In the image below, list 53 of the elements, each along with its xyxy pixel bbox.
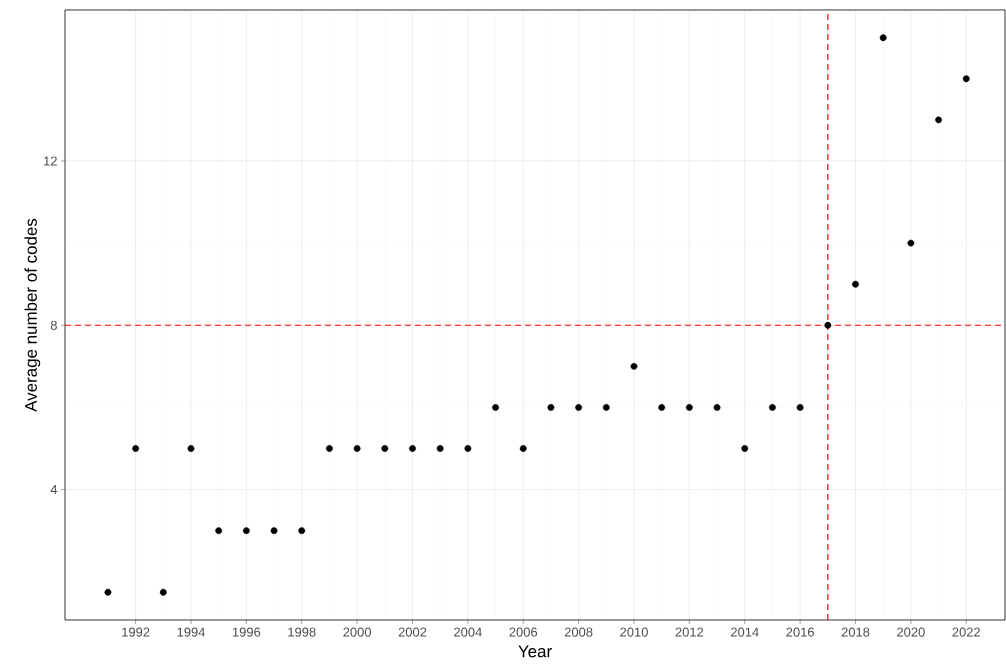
point [104, 588, 112, 596]
x-tick-label: 1998 [288, 627, 316, 637]
point [519, 445, 527, 452]
point [907, 239, 915, 247]
x-tick-label: 1996 [232, 627, 261, 637]
x-tick-label: 2008 [564, 627, 593, 637]
point [215, 527, 223, 535]
point [962, 75, 970, 83]
point [464, 445, 472, 452]
point [492, 404, 499, 411]
point [353, 445, 361, 452]
point [298, 527, 306, 535]
point [270, 527, 278, 535]
point [741, 445, 749, 452]
x-tick-label: 2022 [952, 627, 980, 637]
point [685, 404, 693, 411]
point [436, 445, 444, 452]
point [852, 280, 859, 288]
point [630, 362, 638, 370]
x-tick-label: 2012 [675, 627, 704, 637]
point [242, 527, 250, 535]
x-tick-label: 2014 [731, 627, 759, 637]
point [658, 404, 666, 411]
point [602, 404, 610, 411]
point [824, 321, 832, 329]
y-tick-label: 4 [50, 485, 58, 495]
point [547, 404, 555, 411]
x-tick-label: 2002 [398, 627, 427, 637]
x-tick-label: 2006 [509, 627, 538, 637]
x-tick-label: 2018 [841, 627, 870, 637]
x-tick-label: 2004 [454, 627, 482, 637]
y-axis-title: Average number of codes [24, 218, 41, 412]
point [713, 404, 721, 411]
point [575, 404, 583, 411]
point [879, 34, 887, 42]
y-tick-label: 8 [50, 320, 57, 330]
point [326, 445, 333, 452]
x-tick-label: 1992 [122, 627, 150, 637]
x-tick-label: 2020 [897, 627, 925, 637]
x-tick-label: 2000 [343, 627, 372, 637]
x-tick-label: 2010 [620, 627, 648, 637]
point [381, 445, 389, 452]
point [409, 445, 416, 452]
x-tick-label: 1994 [177, 627, 206, 637]
point [187, 445, 195, 452]
point [796, 404, 804, 411]
x-tick-label: 2016 [786, 627, 814, 637]
point [935, 116, 942, 124]
point [132, 445, 140, 452]
point [769, 404, 776, 411]
point [159, 588, 167, 596]
y-tick-label: 12 [44, 156, 57, 166]
x-axis-title: Year [518, 645, 552, 658]
